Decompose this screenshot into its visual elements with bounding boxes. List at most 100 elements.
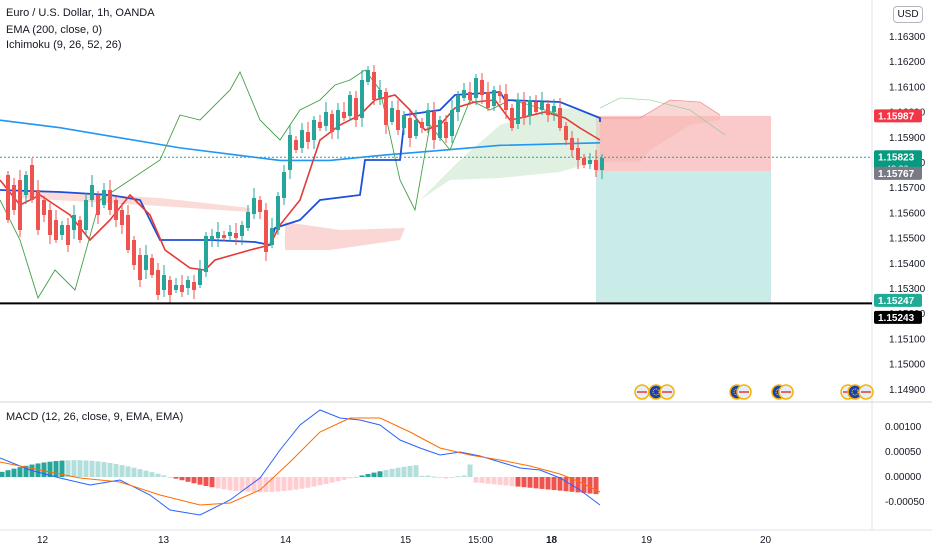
candle-body [198, 270, 202, 285]
macd-signal-line [0, 417, 601, 506]
price-tick-label: 1.16200 [889, 57, 926, 68]
macd-histogram-bar [131, 467, 137, 477]
candle-body [438, 120, 442, 138]
candle-body [132, 240, 136, 265]
candle-body [42, 200, 46, 215]
macd-histogram-bar [11, 468, 17, 477]
macd-histogram-bar [437, 477, 443, 479]
macd-histogram-bar [113, 463, 119, 477]
macd-histogram-bar [509, 477, 515, 487]
macd-histogram-bar [17, 467, 23, 477]
target-price-tag-bg [874, 293, 922, 307]
candle-body [414, 120, 418, 136]
macd-histogram-bar [503, 477, 509, 486]
macd-histogram-bar [575, 477, 581, 493]
candle-body [138, 255, 142, 280]
candle-body [318, 122, 322, 128]
candle-body [564, 126, 568, 140]
candle-body [36, 190, 40, 230]
candle-body [162, 275, 166, 290]
candle-body [480, 80, 484, 95]
candle-body [6, 175, 10, 220]
candle-body [582, 158, 586, 165]
macd-histogram-bar [461, 475, 467, 477]
price-tick-label: 1.15900 [889, 133, 926, 144]
macd-histogram-bar [197, 477, 203, 485]
candle-body [570, 138, 574, 150]
candle-body [528, 100, 532, 116]
candle-body [90, 185, 94, 200]
candle-body [48, 210, 52, 235]
macd-histogram-bar [305, 477, 311, 488]
macd-histogram-bar [215, 477, 221, 489]
candle-body [522, 102, 526, 118]
macd-legend: MACD (12, 26, close, 9, EMA, EMA) [6, 411, 184, 423]
macd-histogram-bar [377, 471, 383, 477]
entry-price-tag: 1.15767 [878, 169, 915, 180]
candle-body [390, 108, 394, 122]
macd-histogram-bar [245, 477, 251, 492]
price-tick-label: 1.15000 [889, 360, 926, 371]
ichimoku-legend: Ichimoku (9, 26, 52, 26) [6, 39, 122, 51]
ema200-line [0, 119, 601, 162]
take-profit-zone [596, 171, 771, 303]
candle-body [252, 198, 256, 214]
currency-selector[interactable]: USD [893, 6, 923, 23]
candle-body [348, 95, 352, 116]
candle-body [234, 233, 238, 238]
macd-histogram-bar [281, 477, 287, 492]
target-price-tag: 1.15247 [878, 296, 915, 307]
time-tick-label: 15:00 [468, 535, 493, 546]
macd-histogram-bar [71, 460, 77, 477]
price-tick-label: 1.15700 [889, 183, 926, 194]
macd-histogram-bar [593, 477, 599, 495]
macd-histogram-bar [545, 477, 551, 490]
candle-body [294, 140, 298, 150]
candle-body [354, 98, 358, 120]
macd-histogram-bar [527, 477, 533, 488]
macd-histogram-bar [443, 477, 449, 479]
kumo-bearish-2 [285, 222, 405, 250]
candle-body [324, 112, 328, 126]
macd-histogram-bar [317, 477, 323, 486]
entry-price-tag-bg [874, 166, 922, 180]
candle-body [360, 80, 364, 118]
candle-body [282, 172, 286, 198]
candle-body [240, 225, 244, 236]
macd-histogram-bar [173, 477, 179, 479]
macd-histogram-bar [155, 473, 161, 477]
macd-histogram-bar [221, 477, 227, 490]
macd-histogram-bar [53, 461, 59, 477]
macd-histogram-bar [125, 466, 131, 477]
candle-body [246, 212, 250, 228]
candle-body [186, 280, 190, 288]
candle-body [174, 285, 178, 290]
macd-tick-label: -0.00050 [885, 497, 925, 508]
candle-body [462, 90, 466, 98]
candle-body [408, 118, 412, 138]
candle-body [576, 148, 580, 160]
macd-histogram-bar [353, 476, 359, 478]
senkou-b-line [600, 99, 721, 119]
macd-histogram-bar [287, 477, 293, 491]
candle-body [546, 104, 550, 115]
macd-histogram-bar [89, 460, 95, 477]
candle-body [84, 200, 88, 230]
candle-body [306, 132, 310, 142]
candle-body [114, 200, 118, 220]
symbol-title: Euro / U.S. Dollar, 1h, OANDA [6, 7, 155, 19]
candle-body [456, 95, 460, 112]
candle-body [72, 215, 76, 230]
candle-body [102, 190, 106, 205]
candle-body [18, 180, 22, 230]
candle-body [210, 236, 214, 240]
macd-histogram-bar [587, 477, 593, 494]
macd-tick-label: 0.00000 [885, 472, 922, 483]
time-tick-label: 19 [641, 535, 653, 546]
macd-histogram-bar [179, 477, 185, 481]
candle-body [378, 90, 382, 98]
flag-stars-icon [652, 388, 660, 396]
time-tick-label: 13 [158, 535, 170, 546]
macd-histogram-bar [269, 477, 275, 492]
